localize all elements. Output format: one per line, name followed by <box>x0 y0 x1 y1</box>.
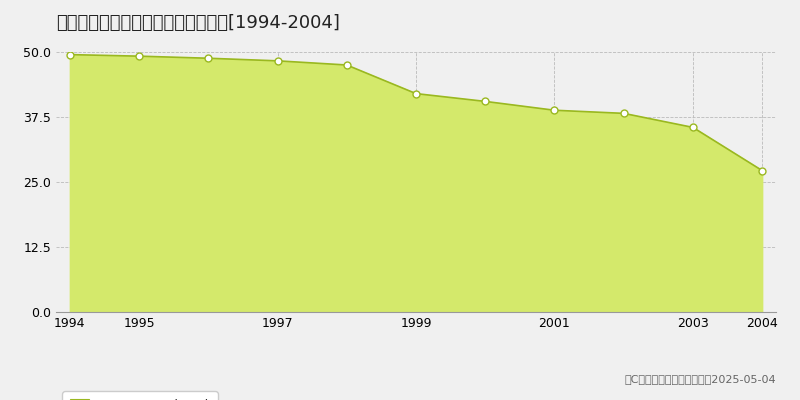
Text: 生駒郡三郷町立野北　公示地価推移[1994-2004]: 生駒郡三郷町立野北 公示地価推移[1994-2004] <box>56 14 340 32</box>
Point <box>410 90 422 97</box>
Point <box>271 58 284 64</box>
Point <box>548 107 561 114</box>
Point <box>63 51 76 58</box>
Point <box>340 62 353 68</box>
Point <box>202 55 214 62</box>
Point <box>618 110 630 116</box>
Text: （C）土地価格ドットコム　2025-05-04: （C）土地価格ドットコム 2025-05-04 <box>624 374 776 384</box>
Point <box>133 53 146 59</box>
Point <box>686 124 699 130</box>
Point <box>479 98 492 104</box>
Point <box>756 167 769 174</box>
Legend: 公示地価　平均坦単価(万円/坦): 公示地価 平均坦単価(万円/坦) <box>62 391 218 400</box>
